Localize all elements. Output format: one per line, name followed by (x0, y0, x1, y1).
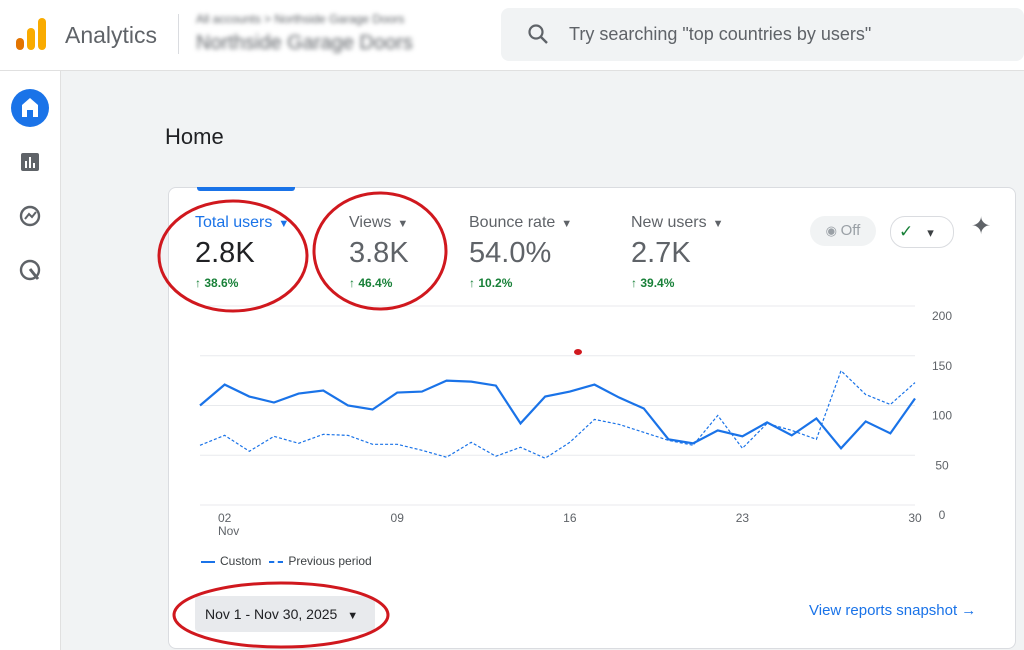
search-placeholder: Try searching "top countries by users" (569, 24, 872, 44)
metric-label-text: Total users (195, 214, 273, 231)
top-bar: Analytics All accounts > Northside Garag… (0, 0, 1024, 71)
y-tick-label: 150 (932, 359, 952, 373)
x-tick-label: 30 (908, 511, 922, 525)
snapshot-link[interactable]: View reports snapshot → (809, 602, 977, 619)
date-picker[interactable]: Nov 1 - Nov 30, 2025 ▼ (195, 596, 375, 632)
search-icon (528, 24, 548, 44)
legend-swatch (269, 560, 284, 563)
metric-change: ↑ 10.2% (469, 276, 572, 290)
metric[interactable]: Views ▼ 3.8K ↑ 46.4% (349, 214, 409, 290)
legend: Custom Previous period (201, 554, 380, 568)
metric-change: ↑ 46.4% (349, 276, 409, 290)
link-text: View reports snapshot (809, 602, 958, 619)
legend-item: Previous period (269, 554, 372, 568)
y-tick-label: 50 (935, 458, 949, 472)
nav-icons (11, 89, 49, 281)
toggle[interactable]: ◉ Off (810, 216, 876, 246)
series-line (199, 369, 916, 459)
sidebar (0, 71, 61, 650)
change-text: 38.6% (204, 276, 239, 290)
legend-swatch (201, 560, 215, 563)
dropdown-icon: ▼ (712, 218, 724, 230)
metric-label: Bounce rate ▼ (469, 214, 572, 232)
legend-label: Custom (220, 554, 262, 568)
series-line (199, 379, 916, 450)
logo (16, 18, 46, 50)
metric-change: ↑ 38.6% (195, 276, 289, 290)
x-tick-label: 16 (563, 511, 577, 525)
x-tick-label: 02 (218, 511, 232, 525)
status-menu[interactable]: ✓ ▾ (890, 216, 954, 248)
x-tick-label: 09 (391, 511, 405, 525)
up-arrow: ↑ (469, 276, 479, 290)
change-text: 46.4% (358, 276, 393, 290)
insights-icon[interactable]: ✦ (971, 213, 992, 240)
y-tick-label: 0 (939, 508, 946, 522)
dropdown-icon: ▼ (561, 218, 573, 230)
date-range: Nov 1 - Nov 30, 2025 (205, 606, 338, 622)
up-arrow: ↑ (195, 276, 205, 290)
metric-value: 3.8K (349, 237, 409, 269)
metric[interactable]: New users ▼ 2.7K ↑ 39.4% (631, 214, 723, 290)
metric[interactable]: Total users ▼ 2.8K ↑ 38.6% (195, 214, 289, 290)
metric-value: 2.7K (631, 237, 691, 269)
y-tick-label: 200 (932, 309, 952, 323)
legend-label: Previous period (288, 554, 372, 568)
search-box[interactable]: Try searching "top countries by users" (501, 8, 1024, 61)
metric-change: ↑ 39.4% (631, 276, 723, 290)
app-name: Analytics (65, 22, 158, 48)
breadcrumb[interactable]: All accounts > Northside Garage Doors (196, 12, 405, 26)
dropdown-icon: ▼ (397, 218, 409, 230)
metric-label-text: Bounce rate (469, 214, 556, 231)
metric-value: 2.8K (195, 237, 255, 269)
change-text: 39.4% (640, 276, 675, 290)
dropdown-icon: ▼ (278, 218, 290, 230)
metric[interactable]: Bounce rate ▼ 54.0% ↑ 10.2% (469, 214, 572, 290)
x-tick-label: 23 (736, 511, 750, 525)
toggle-label: Off (840, 222, 861, 239)
property-name[interactable]: Northside Garage Doors (196, 32, 413, 54)
metric-label: Total users ▼ (195, 214, 289, 232)
metric-label-text: Views (349, 214, 392, 231)
metric-label: New users ▼ (631, 214, 723, 232)
up-arrow: ↑ (349, 276, 359, 290)
x-sublabel: Nov (218, 524, 239, 538)
legend-item: Custom (201, 554, 261, 568)
change-text: 10.2% (478, 276, 513, 290)
metric-value: 54.0% (469, 237, 552, 269)
metric-label-text: New users (631, 214, 707, 231)
up-arrow: ↑ (631, 276, 641, 290)
page-title: Home (165, 124, 224, 149)
metric-label: Views ▼ (349, 214, 409, 232)
y-tick-label: 100 (932, 409, 952, 423)
